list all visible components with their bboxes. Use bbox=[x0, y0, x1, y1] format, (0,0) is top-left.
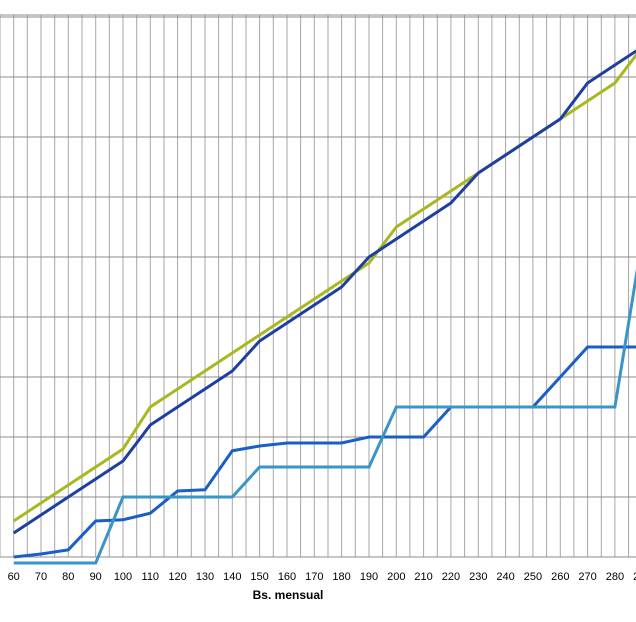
x-tick-label: 140 bbox=[223, 571, 241, 583]
x-tick-label: 290 bbox=[633, 571, 636, 583]
series-lines bbox=[12, 49, 636, 565]
x-tick-label: 270 bbox=[578, 571, 596, 583]
x-tick-label: 150 bbox=[250, 571, 268, 583]
x-tick-labels: 60 70 80 90 100 110 120 130 140 150 160 170 180 190 20… bbox=[8, 571, 636, 583]
grid bbox=[0, 14, 636, 558]
x-tick-label: 80 bbox=[62, 571, 74, 583]
x-tick-label: 230 bbox=[469, 571, 487, 583]
x-tick-label: 100 bbox=[114, 571, 132, 583]
x-tick-label: 110 bbox=[142, 571, 160, 583]
x-tick-label: 160 bbox=[278, 571, 296, 583]
x-tick-label: 70 bbox=[35, 571, 47, 583]
x-tick-label: 60 bbox=[8, 571, 20, 583]
x-tick-label: 280 bbox=[606, 571, 624, 583]
x-tick-label: 240 bbox=[496, 571, 514, 583]
x-tick-label: 180 bbox=[332, 571, 350, 583]
series-line-1 bbox=[12, 52, 636, 523]
x-tick-label: 260 bbox=[551, 571, 569, 583]
x-tick-label: 120 bbox=[168, 571, 186, 583]
x-tick-label: 210 bbox=[414, 571, 432, 583]
x-tick-label: 200 bbox=[387, 571, 405, 583]
x-tick-label: 130 bbox=[196, 571, 214, 583]
x-tick-label: 170 bbox=[305, 571, 323, 583]
series-line-4 bbox=[13, 268, 636, 565]
x-tick-label: 190 bbox=[360, 571, 378, 583]
x-tick-label: 90 bbox=[90, 571, 102, 583]
x-tick-label: 250 bbox=[524, 571, 542, 583]
series-line-2 bbox=[12, 49, 636, 535]
x-axis-title: Bs. mensual bbox=[253, 588, 324, 602]
series-line-3 bbox=[13, 345, 636, 559]
x-tick-label: 220 bbox=[442, 571, 460, 583]
